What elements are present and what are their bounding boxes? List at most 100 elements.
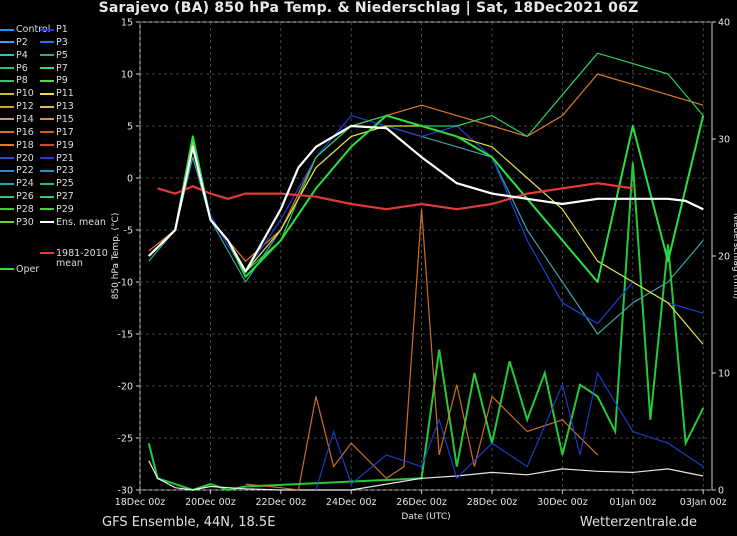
y-tick-label: 5 <box>127 122 133 133</box>
legend-item: P26 <box>0 191 34 202</box>
y-tick-label: -15 <box>117 330 133 341</box>
legend-item: P5 <box>40 50 68 61</box>
legend-label: P1 <box>56 24 68 35</box>
chart-title: Sarajevo (BA) 850 hPa Temp. & Niederschl… <box>98 0 639 16</box>
y2-tick-label: 40 <box>718 18 730 29</box>
legend-label: P26 <box>16 191 34 203</box>
x-tick-label: 30Dec 00z <box>537 497 588 508</box>
legend-label: P2 <box>16 36 28 48</box>
legend-swatch <box>0 41 14 44</box>
legend-swatch <box>40 105 54 108</box>
x-tick-label: 20Dec 00z <box>185 497 236 508</box>
legend-swatch <box>0 118 14 121</box>
legend-item: P17 <box>40 127 74 138</box>
legend-swatch <box>40 182 54 185</box>
legend-swatch <box>0 79 14 82</box>
footer-model-info: GFS Ensemble, 44N, 18.5E <box>102 515 276 530</box>
legend-swatch <box>40 118 54 121</box>
legend-swatch <box>0 182 14 185</box>
x-tick-label: 03Jan 00z <box>680 497 727 508</box>
legend-label: P24 <box>16 178 34 190</box>
legend-item: P8 <box>0 75 28 86</box>
legend-swatch <box>0 54 14 57</box>
y2-tick-label: 10 <box>718 369 730 380</box>
legend-item: P16 <box>0 127 34 138</box>
legend-item: P12 <box>0 101 34 112</box>
legend-swatch <box>0 268 14 271</box>
legend-item: P15 <box>40 114 74 125</box>
y-tick-label: -25 <box>117 434 133 445</box>
legend-label: P9 <box>56 75 68 87</box>
legend-swatch <box>40 169 54 172</box>
legend-swatch <box>0 92 14 95</box>
legend-item: P7 <box>40 63 68 74</box>
legend-item: Control <box>0 24 50 35</box>
legend-item: P13 <box>40 101 74 112</box>
legend-swatch <box>40 41 54 44</box>
legend-swatch <box>40 252 54 255</box>
legend-label: P7 <box>56 62 68 74</box>
precip-line <box>245 209 599 491</box>
legend-label: P4 <box>16 49 28 61</box>
legend-item: P23 <box>40 165 74 176</box>
legend-swatch <box>40 92 54 95</box>
legend-label: mean <box>56 257 83 269</box>
legend-swatch <box>40 144 54 147</box>
legend-item: P2 <box>0 37 28 48</box>
precip-line <box>147 162 705 492</box>
x-axis-title: Date (UTC) <box>401 512 450 522</box>
legend-swatch <box>0 157 14 159</box>
legend-label: P6 <box>16 62 28 74</box>
legend-label: P3 <box>56 36 68 48</box>
footer-source: Wetterzentrale.de <box>579 515 697 530</box>
legend-swatch <box>40 28 54 31</box>
x-tick-label: 22Dec 00z <box>256 497 307 508</box>
y-tick-label: 15 <box>121 18 133 29</box>
y2-tick-label: 0 <box>718 486 724 497</box>
legend-item: P6 <box>0 63 28 74</box>
legend-item: P20 <box>0 153 34 164</box>
legend-swatch <box>0 221 14 224</box>
legend-label: P29 <box>56 203 74 215</box>
legend-label: P13 <box>56 101 74 113</box>
legend-label: P15 <box>56 113 74 125</box>
legend-label: P8 <box>16 75 28 87</box>
temp-series-line <box>148 124 704 273</box>
x-tick-label: 26Dec 00z <box>396 497 447 508</box>
legend-swatch <box>0 144 14 147</box>
legend-item: P18 <box>0 140 34 151</box>
y-tick-label: 10 <box>121 70 133 81</box>
legend-swatch <box>0 105 14 108</box>
legend-label: 1981-2010 <box>56 247 108 259</box>
y-tick-label: -5 <box>124 226 133 237</box>
legend-item: P14 <box>0 114 34 125</box>
legend-swatch <box>0 28 14 31</box>
legend-label: P17 <box>56 126 74 138</box>
y2-tick-label: 20 <box>718 252 730 263</box>
x-tick-label: 28Dec 00z <box>467 497 518 508</box>
legend-item: 1981-2010 <box>40 248 108 259</box>
legend-swatch <box>40 208 54 211</box>
y2-axis-title: Niederschlag (mm) <box>731 213 737 299</box>
x-tick-label: 18Dec 00z <box>115 497 166 508</box>
legend-swatch <box>40 67 54 70</box>
legend-label: P10 <box>16 88 34 100</box>
legend-item: P30 <box>0 217 34 228</box>
y2-tick-label: 30 <box>718 135 730 146</box>
legend-label: P18 <box>16 139 34 151</box>
legend-swatch <box>0 208 14 211</box>
legend-item: P4 <box>0 50 28 61</box>
legend-label: Control <box>16 24 51 35</box>
y-tick-label: -30 <box>117 486 133 497</box>
legend-label: Oper <box>16 263 40 275</box>
legend-item: mean <box>40 258 83 269</box>
legend-label: P23 <box>56 165 74 177</box>
legend-item: P22 <box>0 165 34 176</box>
legend-label: P16 <box>16 126 34 138</box>
legend-item: P28 <box>0 204 34 215</box>
legend-item: P29 <box>40 204 74 215</box>
y-tick-label: -20 <box>117 382 133 393</box>
legend-label: P20 <box>16 152 34 164</box>
legend-item: P1 <box>40 24 68 35</box>
